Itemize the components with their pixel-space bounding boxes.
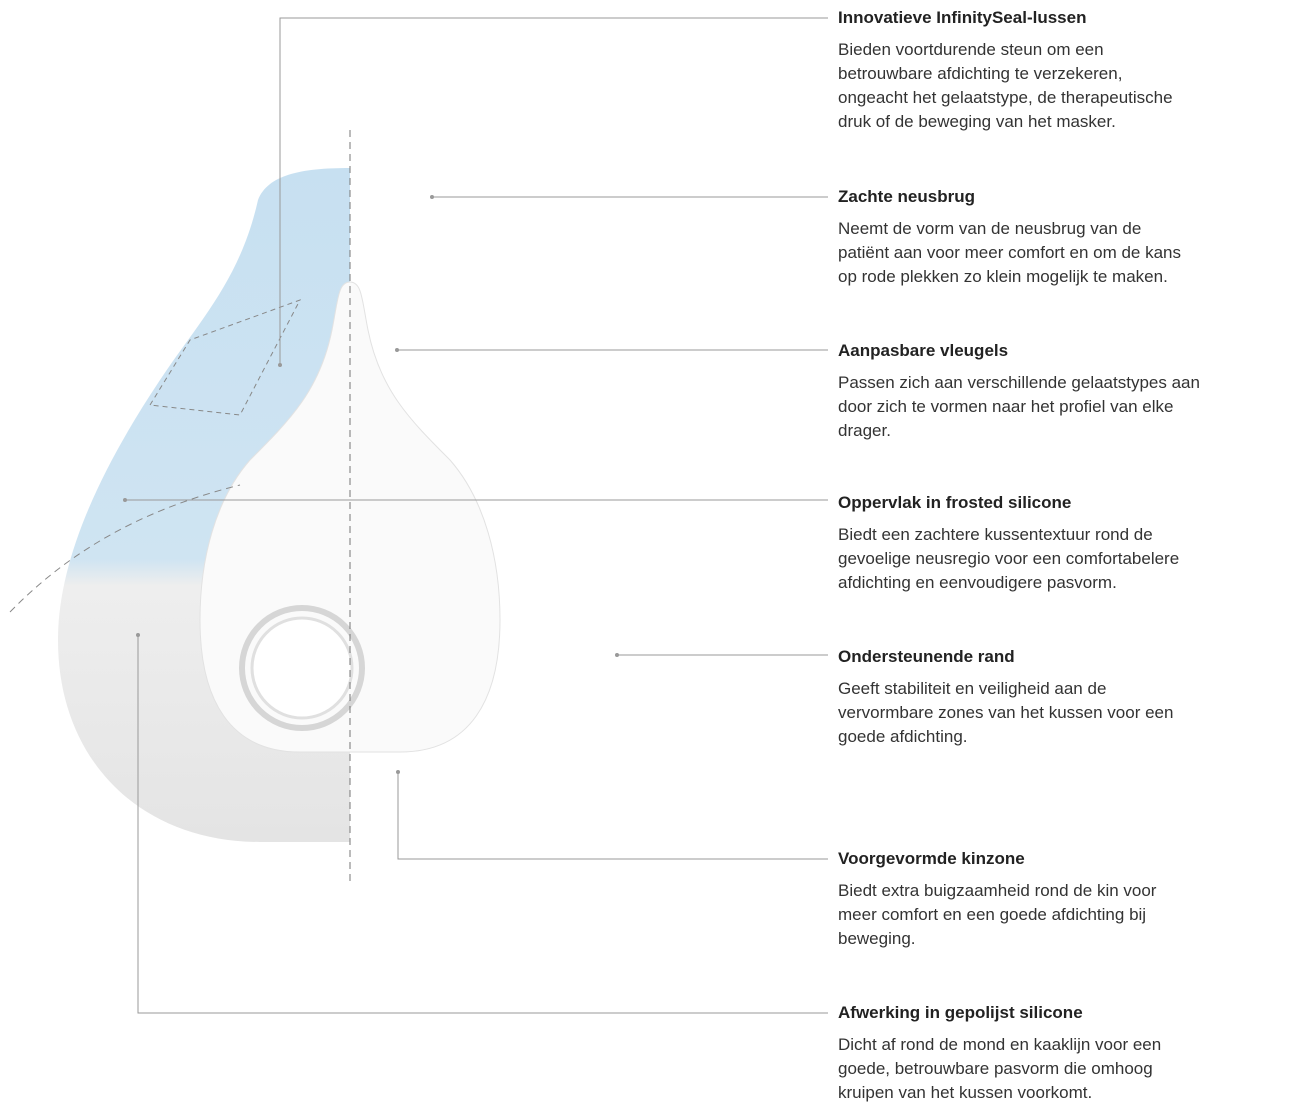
feature-text: door zich te vormen naar het profiel van… [838, 395, 1298, 419]
mask-shape [10, 130, 642, 886]
feature-text: kruipen van het kussen voorkomt. [838, 1081, 1298, 1105]
feature-text: meer comfort en een goede afdichting bij [838, 903, 1298, 927]
feature-text: goede afdichting. [838, 725, 1298, 749]
feature-title: Zachte neusbrug [838, 187, 1298, 207]
feature-title: Oppervlak in frosted silicone [838, 493, 1298, 513]
feature-text: betrouwbare afdichting te verzekeren, [838, 62, 1298, 86]
feature-title: Voorgevormde kinzone [838, 849, 1298, 869]
feature: Innovatieve InfinitySeal-lussen Bieden vo… [838, 8, 1298, 134]
feature-title: Ondersteunende rand [838, 647, 1298, 667]
feature-text: Passen zich aan verschillende gelaatstyp… [838, 371, 1298, 395]
feature-text: ongeacht het gelaatstype, de therapeutis… [838, 86, 1298, 110]
feature-text: Biedt extra buigzaamheid rond de kin voo… [838, 879, 1298, 903]
feature-text: druk of de beweging van het masker. [838, 110, 1298, 134]
feature-text: Neemt de vorm van de neusbrug van de [838, 217, 1298, 241]
feature-text: beweging. [838, 927, 1298, 951]
feature-text: Geeft stabiliteit en veiligheid aan de [838, 677, 1298, 701]
feature-text: gevoelige neusregio voor een comfortabel… [838, 547, 1298, 571]
feature-text: vervormbare zones van het kussen voor ee… [838, 701, 1298, 725]
feature-text: afdichting en eenvoudigere pasvorm. [838, 571, 1298, 595]
feature-title: Afwerking in gepolijst silicone [838, 1003, 1298, 1023]
feature-text: op rode plekken zo klein mogelijk te mak… [838, 265, 1298, 289]
feature: Voorgevormde kinzone Biedt extra buigzaam… [838, 849, 1298, 951]
feature-title: Aanpasbare vleugels [838, 341, 1298, 361]
feature: Aanpasbare vleugels Passen zich aan versc… [838, 341, 1298, 443]
feature: Zachte neusbrug Neemt de vorm van de neus… [838, 187, 1298, 289]
feature: Ondersteunende rand Geeft stabiliteit en … [838, 647, 1298, 749]
feature-text: drager. [838, 419, 1298, 443]
page: Innovatieve InfinitySeal-lussen Bieden vo… [0, 0, 1300, 1108]
feature-text: patiënt aan voor meer comfort en om de k… [838, 241, 1298, 265]
feature-text: Biedt een zachtere kussentextuur rond de [838, 523, 1298, 547]
feature: Oppervlak in frosted silicone Biedt een z… [838, 493, 1298, 595]
feature-text: Dicht af rond de mond en kaaklijn voor e… [838, 1033, 1298, 1057]
feature-text: Bieden voortdurende steun om een [838, 38, 1298, 62]
feature: Afwerking in gepolijst silicone Dicht af … [838, 1003, 1298, 1105]
feature-text: goede, betrouwbare pasvorm die omhoog [838, 1057, 1298, 1081]
feature-title: Innovatieve InfinitySeal-lussen [838, 8, 1298, 28]
